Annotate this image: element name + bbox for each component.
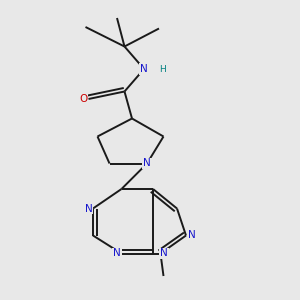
Text: N: N bbox=[113, 248, 121, 259]
Text: O: O bbox=[79, 94, 87, 104]
Text: N: N bbox=[140, 64, 148, 74]
Text: H: H bbox=[159, 64, 165, 74]
Text: N: N bbox=[143, 158, 151, 169]
Text: N: N bbox=[160, 248, 168, 259]
Text: N: N bbox=[188, 230, 195, 241]
Text: N: N bbox=[85, 203, 92, 214]
